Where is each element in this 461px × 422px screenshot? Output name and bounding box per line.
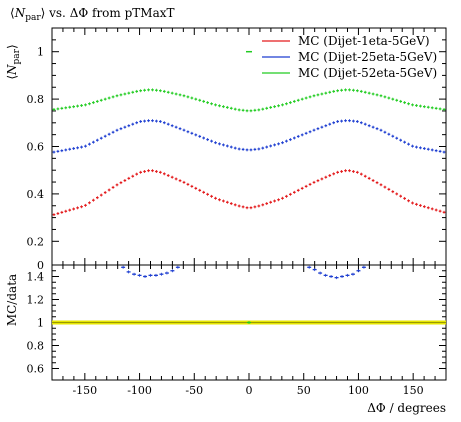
ratio-ytick-label: 0.8 [27, 340, 45, 353]
main-ytick-label: 0.4 [27, 188, 45, 201]
legend: MC (Dijet-1eta-5GeV) MC (Dijet-25eta-5GeV… [262, 34, 437, 80]
chart-title: ⟨Npar⟩ vs. ΔΦ from pTMaxT [10, 6, 175, 23]
main-ytick-label: 0.6 [27, 141, 45, 154]
ratio-ytick-label: 1.2 [27, 294, 45, 307]
xtick-label: -100 [127, 384, 152, 397]
xtick-label: -150 [72, 384, 97, 397]
ratio-ylabel: MC/data [5, 274, 19, 326]
main-ytick-label: 1 [37, 46, 44, 59]
main-ytick-label: 0.8 [27, 93, 45, 106]
main-ytick-label: 0.2 [27, 235, 45, 248]
ratio-panel: 0 0.6 0.8 1 1.2 1.4 -150 -100 -50 0 50 100 150 [27, 259, 447, 397]
xtick-label: 150 [403, 384, 424, 397]
xtick-label: 50 [297, 384, 311, 397]
main-ylabel: ⟨Npar⟩ [5, 44, 22, 79]
ratio-ytick-label: 0.6 [27, 363, 45, 376]
legend-label: MC (Dijet-1eta-5GeV) [298, 34, 430, 48]
labels: ⟨Npar⟩ vs. ΔΦ from pTMaxT ⟨Npar⟩ MC/data ΔΦ… [5, 6, 446, 415]
xtick-label: -50 [185, 384, 203, 397]
main-panel: 0.2 0.4 0.6 0.8 1 [27, 27, 447, 266]
legend-label: MC (Dijet-52eta-5GeV) [298, 66, 437, 80]
xtick-label: 0 [246, 384, 253, 397]
series-1 [52, 169, 446, 217]
series-3 [52, 88, 446, 113]
ratio-ytick-label: 1 [37, 317, 44, 330]
legend-label: MC (Dijet-25eta-5GeV) [298, 50, 437, 64]
xtick-label: 100 [348, 384, 369, 397]
xlabel: ΔΦ / degrees [367, 401, 446, 415]
series-2 [52, 119, 446, 154]
ratio-series-2 [247, 321, 251, 324]
ratio-ytick-label: 1.4 [27, 271, 45, 284]
ratio-series-1 [121, 265, 366, 280]
ratio-top-tick-label: 0 [37, 259, 44, 272]
